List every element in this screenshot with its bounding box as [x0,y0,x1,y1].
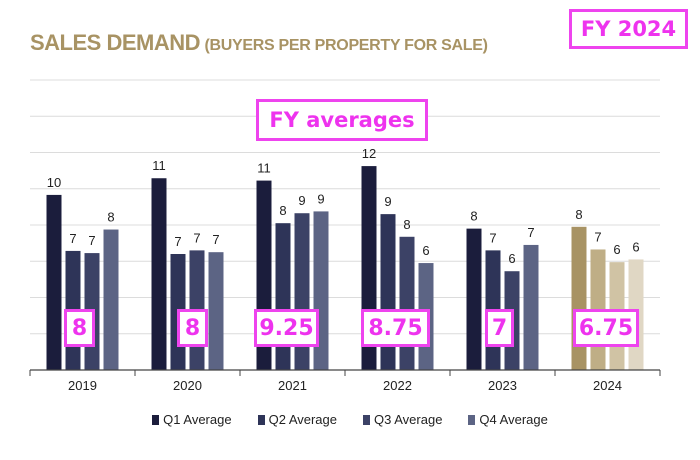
bar-value-label: 11 [152,158,166,173]
bar-value-label: 6 [422,243,429,258]
bar [151,178,167,370]
bar-value-label: 7 [193,230,200,245]
x-tick-label: 2022 [383,378,412,393]
bar [103,229,119,370]
legend-label: Q1 Average [163,412,232,427]
x-tick-label: 2019 [68,378,97,393]
bar-value-label: 9 [317,191,324,206]
bar-value-label: 8 [403,217,410,232]
bar [275,223,291,370]
legend-item: Q4 Average [468,412,548,427]
bar [399,236,415,370]
bar-value-label: 10 [47,175,61,190]
legend-label: Q2 Average [268,412,337,427]
legend-label: Q4 Average [479,412,548,427]
legend-swatch [257,414,265,425]
chart-title-main: SALES DEMAND [30,30,201,55]
bar-value-label: 7 [212,232,219,247]
fy-average-2024: 6.75 [573,309,639,347]
bar-value-label: 11 [257,161,271,176]
bar-value-label: 9 [384,194,391,209]
chart-legend: Q1 Average Q2 Average Q3 Average Q4 Average [0,412,700,427]
bar-value-label: 8 [575,207,582,222]
legend-swatch [152,414,160,425]
chart-title-sub: (BUYERS PER PROPERTY FOR SALE) [204,37,488,54]
legend-item: Q1 Average [152,412,232,427]
bar-value-label: 6 [632,239,639,254]
x-tick-label: 2024 [593,378,622,393]
bar-value-label: 8 [107,210,114,225]
legend-swatch [468,414,476,425]
legend-item: Q3 Average [363,412,442,427]
legend-swatch [363,414,370,425]
bar-value-label: 7 [174,234,181,249]
bar [466,228,482,370]
bar [571,226,587,370]
bar-value-label: 7 [489,230,496,245]
fy-average-2019: 8 [64,309,95,347]
fy-average-2020: 8 [177,309,208,347]
x-tick-label: 2021 [278,378,307,393]
bar-value-label: 7 [527,225,534,240]
legend-item: Q2 Average [257,412,337,427]
fy-average-2023: 7 [485,309,514,347]
bar-value-label: 8 [470,209,477,224]
bar-value-label: 7 [594,229,601,244]
bar-value-label: 12 [362,146,376,161]
legend-label: Q3 Average [374,412,443,427]
x-tick-label: 2020 [173,378,202,393]
chart-title: SALES DEMAND (BUYERS PER PROPERTY FOR SA… [30,30,488,56]
bar-value-label: 8 [279,203,286,218]
x-tick-label: 2023 [488,378,517,393]
bar [46,194,62,370]
bar-value-label: 6 [508,251,515,266]
bar-value-label: 6 [613,242,620,257]
bar-value-label: 7 [88,233,95,248]
fy-average-2021: 9.25 [254,309,319,347]
bar-value-label: 9 [298,193,305,208]
fy-2024-badge: FY 2024 [569,9,688,49]
bar-value-label: 7 [69,231,76,246]
bar [523,244,539,370]
bar [208,252,224,370]
fy-average-2022: 8.75 [361,309,430,347]
fy-averages-label: FY averages [256,99,428,141]
